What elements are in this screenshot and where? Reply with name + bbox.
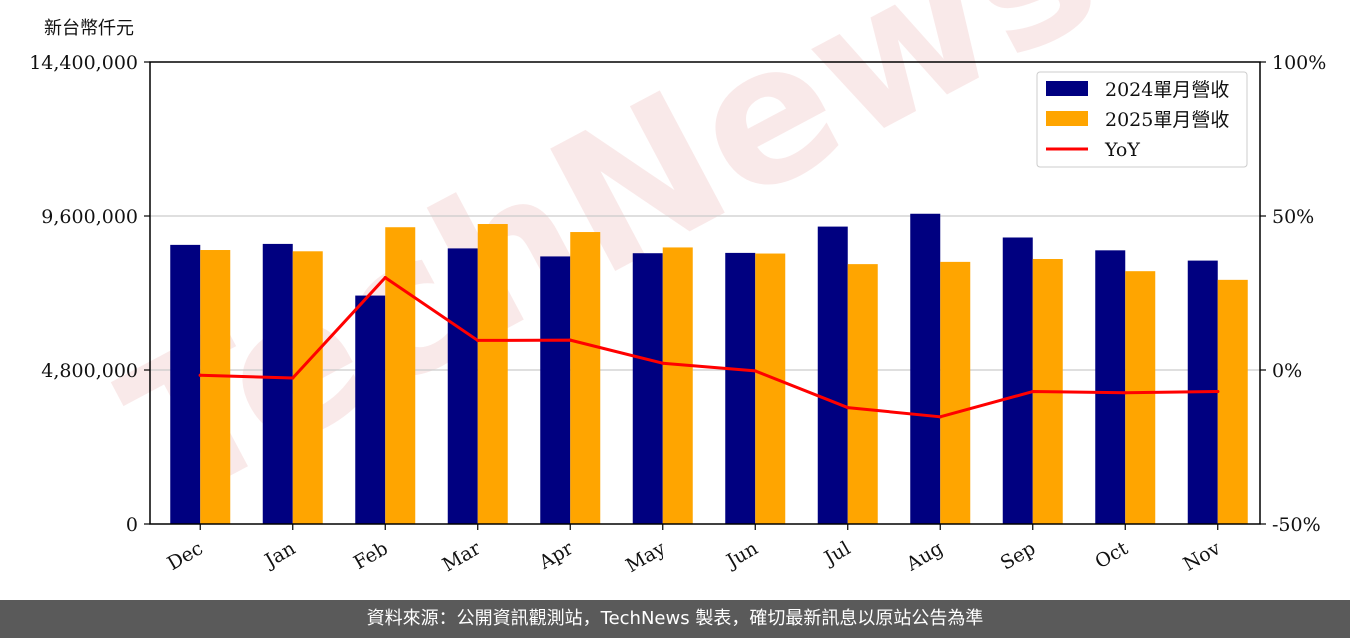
- yoy-point: [661, 361, 665, 365]
- x-tick-label: Dec: [164, 537, 207, 575]
- legend-label-yoy: YoY: [1104, 139, 1140, 161]
- bar-2024-feb: [355, 295, 386, 524]
- watermark: TechNews: [92, 0, 1130, 545]
- bar-2024-aug: [910, 213, 941, 525]
- bar-2024-jun: [725, 252, 756, 525]
- legend-swatch-2024: [1046, 81, 1088, 96]
- bar-2025-apr: [570, 232, 601, 524]
- yoy-point: [383, 276, 387, 280]
- x-tick-label: Mar: [439, 537, 485, 576]
- legend-label-2024: 2024單月營收: [1105, 79, 1229, 101]
- y-tick-label: 14,400,000: [29, 52, 138, 74]
- y-axis-unit-label: 新台幣仟元: [44, 18, 134, 39]
- yoy-point: [568, 338, 572, 342]
- yoy-point: [846, 405, 850, 410]
- x-tick-label: May: [622, 537, 669, 577]
- y-tick-label: 0: [126, 514, 138, 536]
- yoy-point: [198, 373, 202, 377]
- legend: 2024單月營收 2025單月營收 YoY: [1036, 71, 1248, 168]
- gridlines: [150, 215, 1260, 371]
- bar-2024-mar: [447, 248, 478, 524]
- revenue-chart: TechNews 0 4,800,000 9,600,000 14,400,000 -…: [29, 0, 1326, 577]
- bar-2024-sep: [1002, 237, 1033, 524]
- bar-2025-feb: [385, 227, 416, 524]
- yoy-point: [1123, 391, 1127, 395]
- left-axis: 0 4,800,000 9,600,000 14,400,000: [29, 52, 150, 536]
- yoy-line: [198, 276, 1220, 419]
- yoy-point: [938, 415, 942, 419]
- yoy-line-group: [198, 276, 1220, 419]
- bar-2025-aug: [940, 261, 971, 524]
- y2-tick-label: 100%: [1272, 52, 1326, 74]
- plot-frame: [149, 61, 1261, 525]
- x-tick-label: Aug: [902, 537, 947, 576]
- legend-box: [1036, 71, 1248, 168]
- yoy-point: [1216, 389, 1220, 394]
- yoy-point: [291, 376, 295, 380]
- bars-group: [170, 213, 1248, 525]
- y2-tick-label: -50%: [1272, 514, 1321, 536]
- bar-2025-may: [662, 247, 693, 525]
- bar-2024-jan: [262, 243, 293, 524]
- yoy-point: [1031, 389, 1035, 394]
- x-tick-label: Jul: [819, 537, 854, 570]
- y2-tick-label: 0%: [1272, 360, 1302, 382]
- bar-2025-dec: [200, 250, 231, 524]
- x-tick-label: Nov: [1180, 537, 1225, 576]
- legend-label-2025: 2025單月營收: [1105, 109, 1229, 131]
- x-axis: Dec Jan Feb Mar Apr May Jun Jul Aug Sep Oct Nov: [164, 524, 1225, 577]
- bar-2025-nov: [1217, 279, 1248, 524]
- bar-2024-may: [632, 253, 663, 524]
- x-tick-label: Jan: [260, 537, 300, 573]
- yoy-point: [476, 338, 480, 343]
- y-tick-label: 9,600,000: [41, 206, 138, 228]
- bar-2025-jul: [847, 264, 878, 524]
- bar-2024-dec: [170, 244, 201, 524]
- bar-2025-mar: [477, 224, 508, 525]
- bar-2024-jul: [817, 226, 848, 524]
- x-tick-label: Sep: [997, 537, 1040, 574]
- x-tick-label: Oct: [1091, 537, 1132, 573]
- y2-tick-label: 50%: [1272, 206, 1314, 228]
- x-tick-label: Apr: [535, 537, 578, 574]
- bar-2025-jun: [755, 253, 786, 524]
- bar-2025-jan: [292, 251, 323, 524]
- x-tick-label: Feb: [350, 537, 392, 574]
- right-axis: -50% 0% 50% 100%: [1260, 52, 1326, 536]
- source-footer: 資料來源：公開資訊觀測站，TechNews 製表，確切最新訊息以原站公告為準: [0, 600, 1350, 638]
- bar-2024-apr: [540, 256, 571, 524]
- bar-2025-oct: [1125, 271, 1156, 524]
- y-tick-label: 4,800,000: [41, 360, 138, 382]
- x-tick-label: Jun: [721, 537, 762, 573]
- legend-swatch-2025: [1046, 111, 1088, 126]
- bar-2024-oct: [1095, 250, 1126, 524]
- yoy-point: [753, 369, 757, 373]
